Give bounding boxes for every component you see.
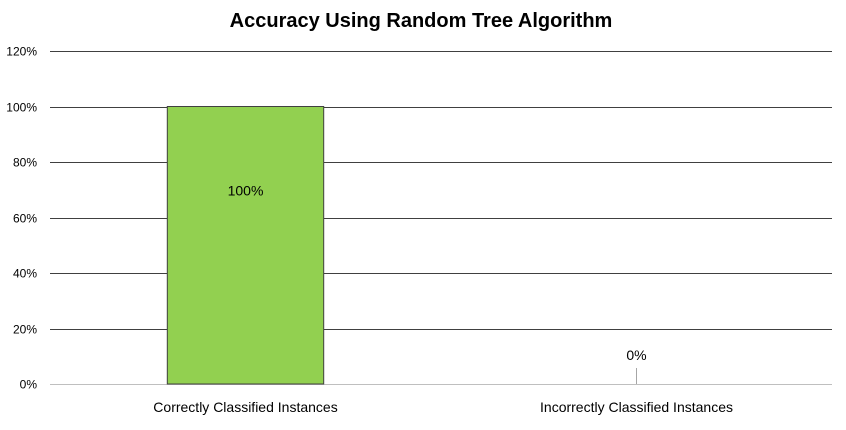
y-tick-label: 0%	[20, 378, 38, 392]
data-label: 0%	[626, 347, 646, 363]
chart-title: Accuracy Using Random Tree Algorithm	[230, 10, 613, 32]
x-tick-label: Incorrectly Classified Instances	[540, 399, 733, 415]
x-axis-tick-labels: Correctly Classified Instances Incorrectl…	[153, 399, 733, 415]
bars	[166, 106, 637, 385]
y-tick-label: 120%	[6, 45, 37, 59]
bar	[166, 106, 325, 385]
x-tick-label: Correctly Classified Instances	[153, 399, 337, 415]
data-label: 100%	[228, 183, 264, 199]
y-tick-label: 60%	[13, 212, 37, 226]
y-tick-label: 40%	[13, 267, 37, 281]
y-tick-label: 100%	[6, 101, 37, 115]
data-labels: 100% 0%	[228, 183, 647, 364]
y-axis-tick-labels: 0% 20% 40% 60% 80% 100% 120%	[6, 45, 37, 392]
y-tick-label: 20%	[13, 323, 37, 337]
y-tick-label: 80%	[13, 156, 37, 170]
